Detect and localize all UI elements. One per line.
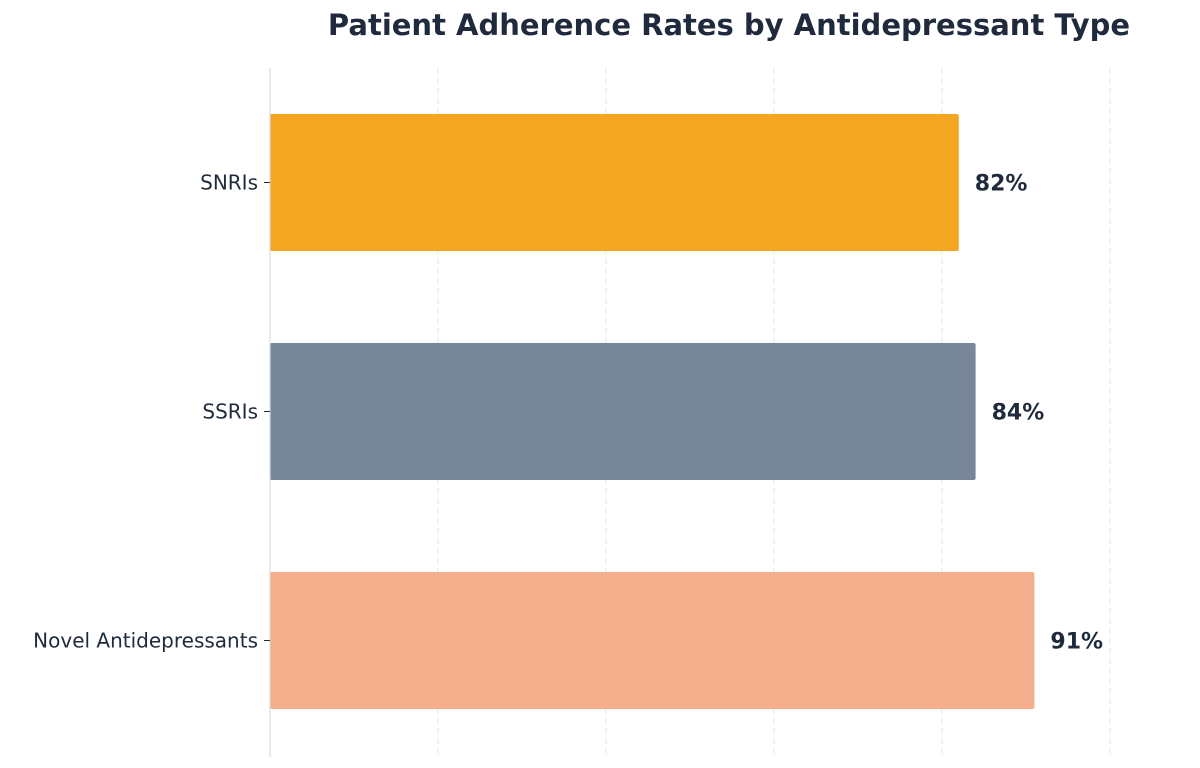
y-tick-label: Novel Antidepressants [33,629,258,653]
y-tick-label: SNRIs [200,171,258,195]
bar-value-label: 82% [975,172,1028,197]
bar-value-label: 84% [992,401,1045,426]
bar-value-label: 91% [1050,630,1103,655]
bars [270,114,1035,709]
bar-ssris [270,343,976,480]
chart-title: Patient Adherence Rates by Antidepressan… [328,8,1130,42]
bar-snris [270,114,959,251]
y-tick-label: SSRIs [202,400,258,424]
bar-novel-antidepressants [270,572,1035,709]
labels: SNRIs 82% SSRIs 84% Novel Antidepressants 91% [33,171,1103,655]
